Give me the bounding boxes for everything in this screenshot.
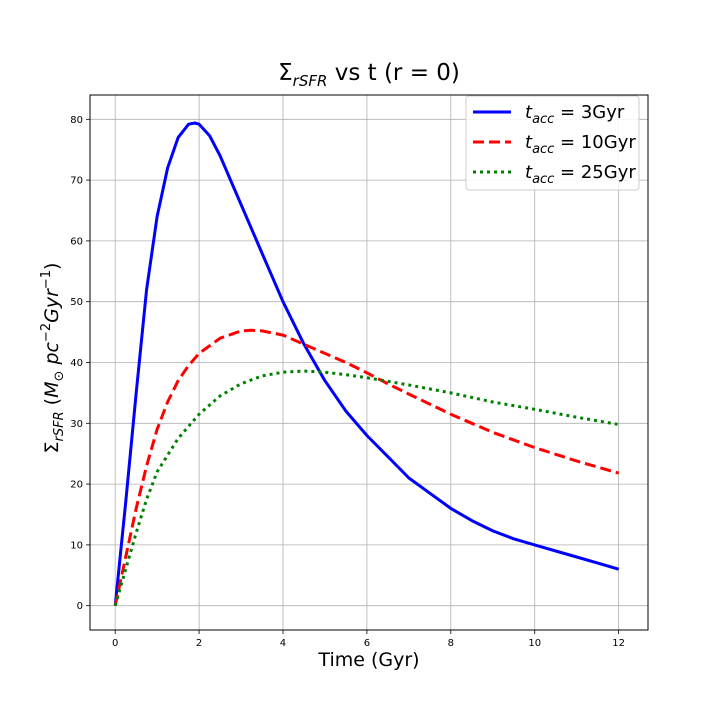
- y-tick-label: 30: [70, 419, 83, 430]
- axis-ticks: 0 2 4 6 8 10 12 0 10 20 30 40 50 60 70 80: [70, 115, 625, 649]
- y-tick-label: 20: [70, 480, 83, 491]
- legend-label-1: tacc = 3Gyr: [525, 102, 625, 127]
- chart-title: ΣrSFR vs t (r = 0): [278, 60, 460, 90]
- y-tick-label: 10: [70, 540, 83, 551]
- series-line-1: [113, 121, 620, 606]
- x-axis-label: Time (Gyr): [317, 649, 419, 671]
- y-tick-label: 0: [77, 601, 83, 612]
- legend-box: [465, 95, 640, 191]
- y-tick-label: 80: [70, 115, 83, 126]
- x-tick-label: 2: [196, 638, 202, 649]
- series-line-3: [113, 369, 619, 607]
- y-tick-label: 40: [70, 358, 83, 369]
- x-tick-label: 8: [448, 638, 454, 649]
- grid: [90, 95, 648, 630]
- plot-lines: [113, 121, 620, 607]
- x-tick-label: 10: [528, 638, 541, 649]
- x-tick-label: 6: [364, 638, 370, 649]
- series-line-2: [113, 328, 620, 607]
- y-axis-label: ΣrSFR (M⊙ pc−2Gyr−1): [39, 263, 67, 454]
- legend: tacc = 3Gyr tacc = 10Gyr tacc = 25Gyr: [465, 95, 640, 191]
- y-tick-label: 70: [70, 176, 83, 187]
- y-tick-label: 60: [70, 236, 83, 247]
- x-tick-label: 0: [112, 638, 118, 649]
- x-tick-label: 12: [612, 638, 625, 649]
- legend-label-2: tacc = 10Gyr: [525, 132, 636, 157]
- legend-label-3: tacc = 25Gyr: [525, 162, 636, 187]
- x-tick-label: 4: [280, 638, 286, 649]
- y-tick-label: 50: [70, 297, 83, 308]
